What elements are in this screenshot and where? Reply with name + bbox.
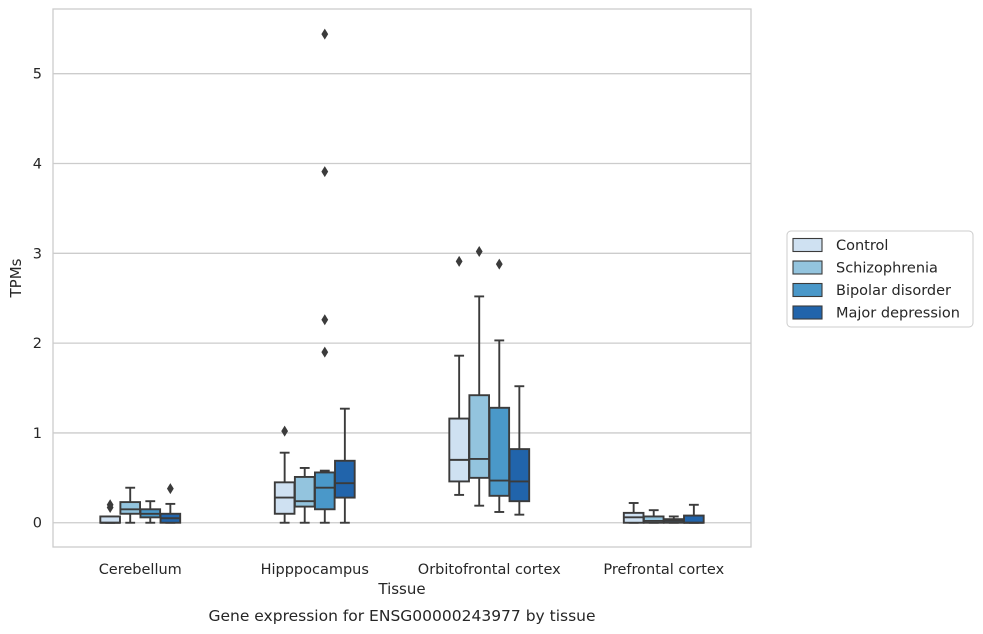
box-group — [314, 28, 336, 524]
box-group — [99, 499, 121, 524]
outlier-point — [495, 258, 503, 270]
outlier-point — [321, 314, 329, 326]
box-series — [99, 28, 705, 524]
y-axis-label: TPMs — [7, 258, 25, 298]
x-tick-label: Cerebellum — [99, 562, 182, 578]
legend-frame — [786, 230, 974, 328]
legend-item: Major depression — [792, 305, 960, 322]
box — [683, 514, 705, 524]
box-group — [139, 500, 162, 524]
box-group — [159, 483, 182, 524]
outlier-point — [455, 255, 463, 267]
series-schizophrenia — [119, 246, 665, 524]
box-group — [119, 486, 141, 524]
box — [334, 459, 356, 499]
outlier-point — [166, 483, 174, 495]
box — [448, 417, 470, 483]
box-group — [508, 385, 531, 516]
box — [119, 501, 141, 515]
x-tick-label: Orbitofrontal cortex — [418, 562, 561, 578]
y-tick-label: 5 — [33, 67, 42, 83]
legend-label: Bipolar disorder — [836, 283, 951, 299]
x-tick-label: Hipppocampus — [261, 562, 369, 578]
box — [508, 448, 531, 503]
legend-label: Schizophrenia — [836, 261, 938, 277]
box-group — [293, 467, 316, 524]
x-tick-label: Prefrontal cortex — [603, 562, 724, 578]
legend: Control Schizophrenia Bipolar disorder Majo… — [786, 230, 974, 328]
outlier-point — [321, 346, 329, 358]
chart-caption: Gene expression for ENSG00000243977 by t… — [208, 607, 595, 625]
outlier-point — [106, 499, 114, 511]
legend-swatch — [792, 282, 823, 298]
y-tick-label: 2 — [33, 336, 42, 352]
box — [488, 406, 511, 497]
box — [468, 394, 490, 479]
y-axis-ticks: 0 1 2 3 4 5 — [33, 67, 42, 532]
y-tick-label: 3 — [33, 246, 42, 262]
x-axis-label: Tissue — [377, 580, 425, 598]
legend-swatch — [792, 260, 823, 275]
outlier-point — [475, 246, 483, 258]
y-tick-label: 0 — [33, 516, 42, 532]
box-group — [468, 246, 490, 507]
legend-label: Control — [836, 238, 888, 254]
series-major-depression — [159, 385, 705, 524]
legend-item: Schizophrenia — [792, 260, 938, 277]
plot-background — [53, 9, 751, 547]
outlier-point — [281, 425, 289, 437]
series-bipolar-disorder — [139, 28, 685, 524]
outlier-point — [321, 28, 329, 40]
series-control — [99, 255, 645, 524]
box-group — [683, 503, 705, 524]
legend-label: Major depression — [836, 306, 960, 322]
legend-swatch — [792, 305, 823, 320]
outlier-point — [321, 166, 329, 178]
plot-frame — [52, 8, 752, 548]
box-group — [488, 258, 511, 513]
legend-item: Bipolar disorder — [792, 282, 951, 299]
box-group — [334, 407, 356, 524]
box — [314, 471, 336, 511]
legend-item: Control — [792, 237, 888, 254]
y-tick-label: 1 — [33, 426, 42, 442]
y-tick-label: 4 — [33, 156, 42, 172]
x-axis-ticks: Cerebellum Hipppocampus Orbitofrontal cort… — [99, 562, 725, 578]
legend-swatch — [792, 237, 823, 253]
